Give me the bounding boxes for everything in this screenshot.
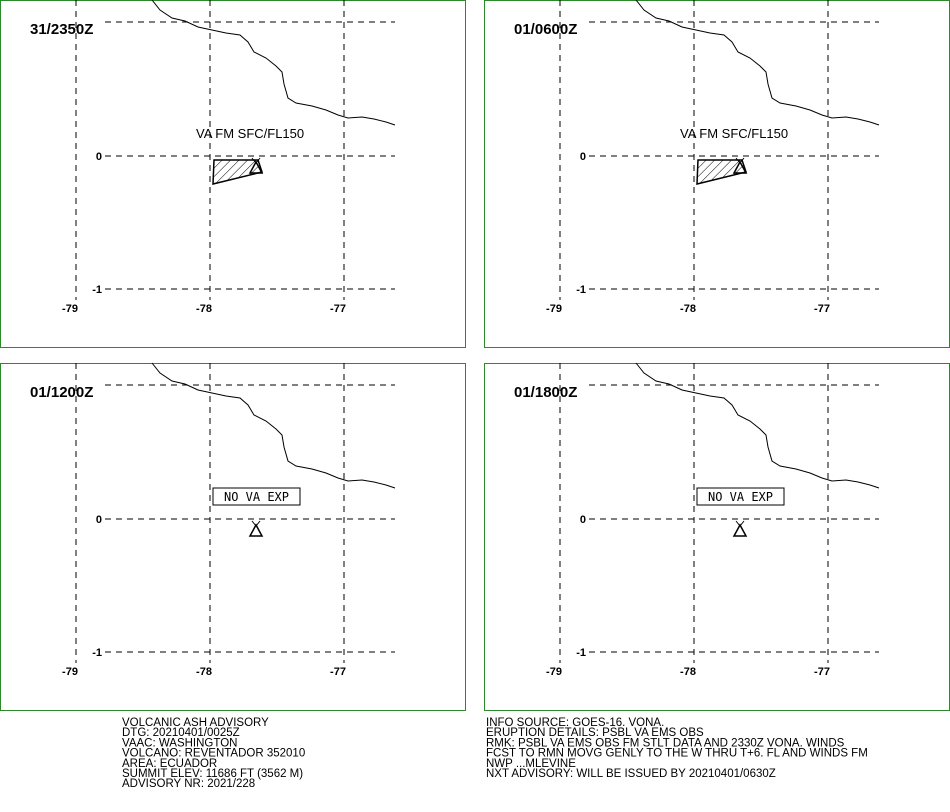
advisory-line: INFO SOURCE: GOES-16. VONA. xyxy=(486,717,664,729)
lat-label: 0 xyxy=(96,151,102,163)
volcano-plume xyxy=(735,520,745,527)
volcano-symbol xyxy=(248,523,264,537)
valid-time: 31/2350Z xyxy=(30,21,93,38)
advisory-line: RMK: PSBL VA EMS OBS FM STLT DATA AND 23… xyxy=(486,737,845,749)
volcano-plume xyxy=(251,520,261,527)
lat-label: -1 xyxy=(576,647,586,659)
ash-area xyxy=(212,159,263,185)
map-panel: 0 -1 -79 -78 -77 01/1800Z NO VA EXP xyxy=(484,362,950,711)
panel-border xyxy=(0,363,466,711)
advisory-line: ADVISORY NR: 2021/228 xyxy=(122,778,255,790)
ash-annotation: VA FM SFC/FL150 xyxy=(680,126,788,141)
lat-label: 0 xyxy=(96,514,102,526)
coastline xyxy=(151,0,396,126)
advisory-line: VOLCANIC ASH ADVISORY xyxy=(122,717,269,729)
lat-label: -1 xyxy=(92,284,102,296)
ash-annotation: NO VA EXP xyxy=(224,490,289,504)
coastline xyxy=(635,0,880,126)
coastline xyxy=(151,362,396,489)
map-panel: 0 -1 -79 -78 -77 01/1200Z NO VA EXP xyxy=(0,362,466,711)
map-panel: 0 -1 -79 -78 -77 01/0600Z VA FM SFC/FL150 xyxy=(484,0,950,348)
ash-annotation: VA FM SFC/FL150 xyxy=(196,126,304,141)
panel-border xyxy=(484,363,950,711)
lon-label: -77 xyxy=(814,666,830,678)
lon-label: -77 xyxy=(330,303,346,315)
ash-area xyxy=(696,159,747,185)
panel-border xyxy=(0,0,466,348)
advisory-line: SUMMIT ELEV: 11686 FT (3562 M) xyxy=(122,768,303,780)
lon-label: -78 xyxy=(196,666,212,678)
lon-label: -78 xyxy=(680,666,696,678)
annotation-box xyxy=(696,487,785,506)
advisory-line: VAAC: WASHINGTON xyxy=(122,737,237,749)
advisory-line: VOLCANO: REVENTADOR 352010 xyxy=(122,748,305,760)
advisory-line: ERUPTION DETAILS: PSBL VA EMS OBS xyxy=(486,727,704,739)
lon-label: -79 xyxy=(62,303,78,315)
valid-time: 01/0600Z xyxy=(514,21,577,38)
ash-annotation: NO VA EXP xyxy=(708,490,773,504)
lon-label: -78 xyxy=(196,303,212,315)
lat-label: 0 xyxy=(580,514,586,526)
lon-label: -77 xyxy=(330,666,346,678)
advisory-line: FCST TO RMN MOVG GENLY TO THE W THRU T+6… xyxy=(486,748,868,760)
valid-time: 01/1800Z xyxy=(514,384,577,401)
annotation-box xyxy=(212,487,301,506)
valid-time: 01/1200Z xyxy=(30,384,93,401)
advisory-line: DTG: 20210401/0025Z xyxy=(122,727,240,739)
lat-label: -1 xyxy=(92,647,102,659)
lon-label: -79 xyxy=(546,666,562,678)
lon-label: -77 xyxy=(814,303,830,315)
lat-label: -1 xyxy=(576,284,586,296)
advisory-line: NWP ...MLEVINE xyxy=(486,758,576,770)
advisory-line: AREA: ECUADOR xyxy=(122,758,217,770)
lon-label: -79 xyxy=(546,303,562,315)
advisory-line: NXT ADVISORY: WILL BE ISSUED BY 20210401… xyxy=(486,768,776,780)
map-panel: 0 -1 -79 -78 -77 31/2350Z VA FM SFC/FL150 xyxy=(0,0,466,348)
lon-label: -78 xyxy=(680,303,696,315)
lon-label: -79 xyxy=(62,666,78,678)
coastline xyxy=(635,362,880,489)
lat-label: 0 xyxy=(580,151,586,163)
volcano-symbol xyxy=(732,523,748,537)
